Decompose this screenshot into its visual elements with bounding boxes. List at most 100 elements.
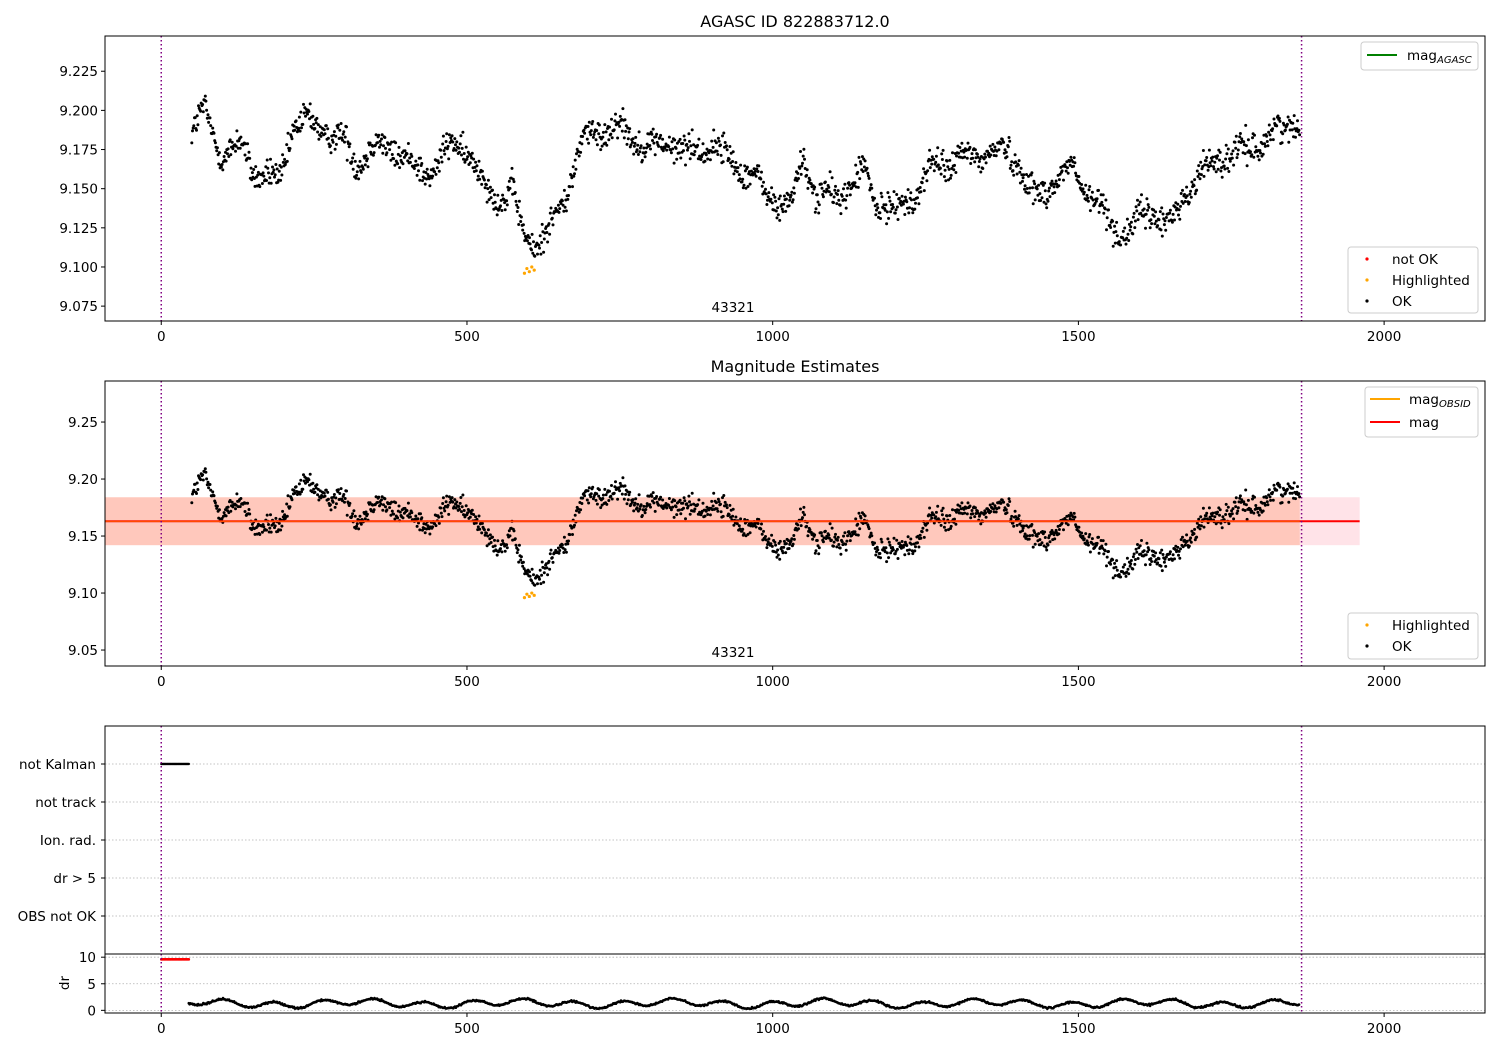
ok-point [844,548,848,552]
ok-point [522,567,526,571]
ok-point [764,535,767,538]
ok-point [213,501,217,505]
ok-point [265,179,268,182]
ok-point [789,193,793,197]
ok-point [1084,532,1088,536]
ok-point [1119,243,1123,247]
ok-point [770,201,774,205]
ok-point [319,496,323,500]
ok-point [1275,124,1279,128]
ok-point [273,524,277,528]
ok-point [888,199,892,203]
ok-point [921,526,925,530]
ok-point [207,486,211,490]
ok-point [1152,554,1156,558]
ok-point [1235,511,1239,515]
ok-point [1131,555,1135,559]
ok-point [238,505,242,509]
ok-point [226,147,230,151]
ok-point [224,159,228,163]
ok-point [1127,572,1131,576]
ok-point [571,533,574,536]
ok-point [966,501,970,505]
ok-point [764,192,768,196]
ok-point [463,160,467,164]
ok-point [770,544,774,548]
ok-point [829,192,833,196]
ok-point [234,149,237,153]
ok-point [1179,192,1183,195]
ok-point [293,491,297,495]
legend-frame [1347,246,1479,314]
ok-point [1294,135,1297,139]
ok-point [601,493,605,497]
ok-point [1160,569,1164,573]
ok-point [944,179,948,183]
ok-point [548,232,552,236]
ok-point [229,509,233,513]
ok-point [474,160,478,164]
ok-point [332,130,336,134]
ok-point [725,148,729,152]
ok-point [683,138,687,142]
ok-point [392,512,396,516]
ok-point [968,504,972,508]
ok-point [774,199,778,203]
ok-point [736,166,740,170]
ok-point [488,533,492,537]
ok-point [1102,211,1106,215]
ok-point [690,491,694,495]
ok-point [519,215,523,219]
ok-point [381,508,385,512]
ok-point [212,131,216,135]
ok-point [1276,114,1280,118]
ok-point [355,524,359,528]
ok-point [476,174,480,178]
ok-point [626,498,630,502]
ok-point [1253,133,1256,137]
ok-point [199,109,203,113]
ok-point [772,193,776,197]
ok-point [1226,505,1230,509]
ok-point [419,156,422,160]
ok-point [773,195,777,199]
ok-point [286,494,290,498]
ok-point [622,497,626,501]
ok-point [357,177,361,181]
ok-point [1082,537,1086,541]
ok-point [628,127,632,131]
ok-point [1009,163,1013,167]
ok-point [682,506,685,510]
ok-point [941,148,945,152]
ok-point [1105,564,1108,568]
ok-point [693,150,697,153]
ok-point [1015,172,1019,176]
ok-point [607,138,611,142]
ok-point [1238,494,1242,498]
ok-point [1117,573,1121,576]
ok-point [1101,193,1105,197]
ok-point [1275,488,1279,492]
ok-point [302,102,305,106]
ok-point [538,234,542,238]
ok-point [540,573,544,577]
ok-point [675,157,679,161]
ok-point [486,534,490,538]
ok-point [844,542,848,546]
ok-point [280,173,284,177]
ok-point [475,164,479,168]
ok-point [886,537,890,541]
ok-point [1131,567,1135,571]
ok-point [393,517,397,521]
ok-point [530,579,533,583]
ok-point [377,133,381,137]
ok-point [624,129,628,133]
ok-point [667,135,671,139]
ok-point [901,202,905,206]
ok-point [285,159,289,163]
legend-marker-highlighted [1365,623,1369,627]
ok-point [765,546,769,550]
ok-point [348,142,352,146]
ok-point [1057,532,1061,536]
ok-point [1287,500,1291,504]
